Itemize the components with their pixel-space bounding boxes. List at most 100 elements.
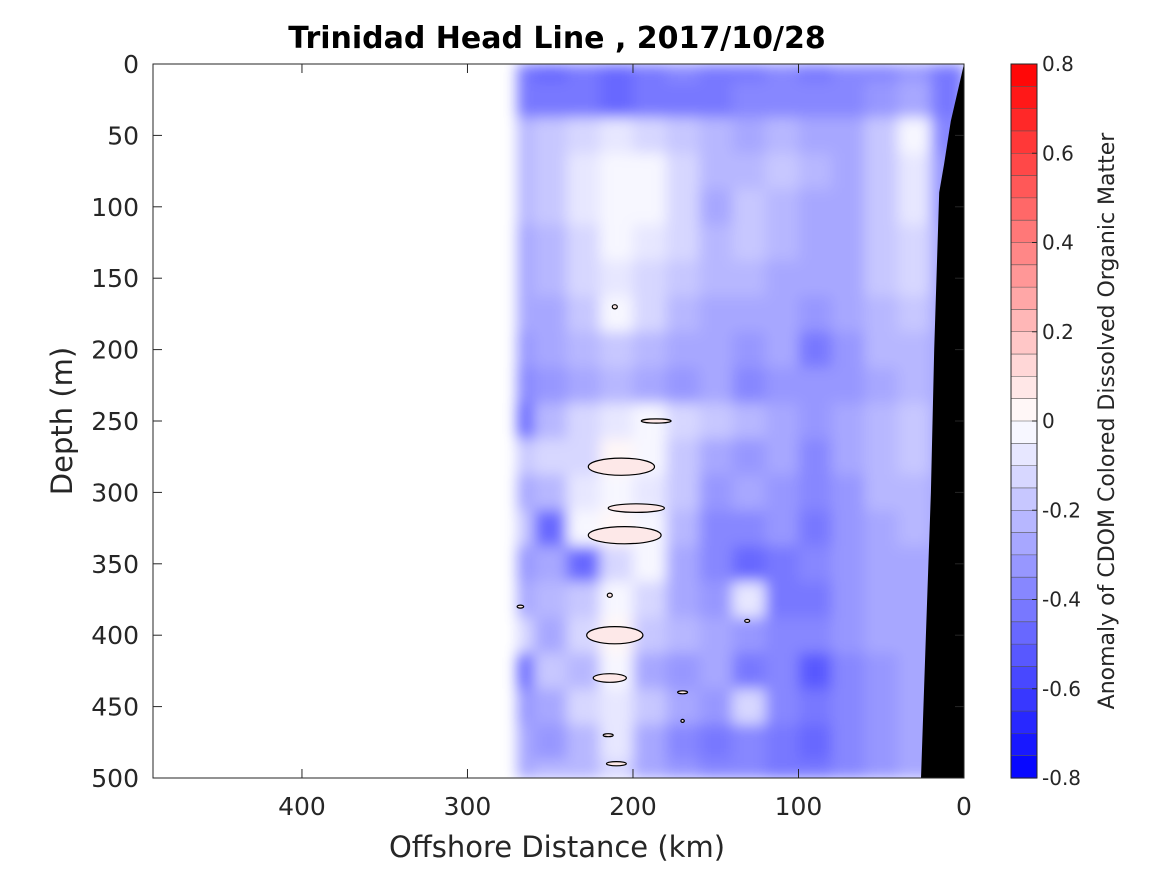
heatmap-cell (897, 546, 932, 583)
zero-contour-layer (516, 304, 751, 767)
heatmap-cell (765, 153, 800, 190)
colorbar-segment (1011, 733, 1037, 757)
heatmap-cell (517, 760, 535, 778)
heatmap-cell (566, 367, 601, 405)
x-tick-label: 300 (444, 792, 492, 821)
heatmap-cell (732, 617, 767, 655)
heatmap-cell (732, 546, 767, 583)
heatmap-cell (533, 724, 568, 762)
heatmap-cell (897, 153, 932, 190)
heatmap-cell (533, 260, 568, 298)
heatmap-cell (666, 331, 701, 369)
heatmap-cell (732, 260, 767, 298)
heatmap-cell (666, 760, 701, 778)
heatmap-cell (798, 688, 833, 726)
colorbar-segment (1011, 621, 1037, 645)
heatmap-cell (798, 260, 833, 298)
heatmap-cell (599, 117, 634, 155)
heatmap-cell (897, 331, 932, 369)
colorbar-label: Anomaly of CDOM Colored Dissolved Organi… (1095, 132, 1120, 710)
heatmap-cell (765, 64, 800, 83)
heatmap-cell (831, 546, 866, 583)
heatmap-cell (699, 331, 734, 369)
heatmap-cell (517, 81, 535, 119)
heatmap-cell (633, 260, 668, 298)
heatmap-cell (533, 81, 568, 119)
colorbar-segment (1011, 510, 1037, 534)
colorbar-segment (1011, 331, 1037, 355)
heatmap-cell (732, 510, 767, 547)
colorbar-segment (1011, 599, 1037, 623)
heatmap-cell (633, 760, 668, 778)
heatmap-cell (633, 224, 668, 262)
zero-contour (606, 592, 613, 598)
heatmap-cell (666, 724, 701, 762)
heatmap-cell (831, 64, 866, 83)
x-tick-label: 0 (956, 792, 972, 821)
heatmap-cell (517, 403, 535, 440)
colorbar-segment (1011, 421, 1037, 444)
zero-contour (602, 733, 614, 738)
heatmap-cell (517, 653, 535, 690)
heatmap-cell (566, 331, 601, 369)
heatmap-cell (798, 296, 833, 333)
y-tick-label: 500 (91, 764, 139, 793)
colorbar-segment (1011, 376, 1037, 400)
heatmap-cell (897, 81, 932, 119)
heatmap-cell (533, 438, 568, 476)
heatmap-cell (798, 474, 833, 512)
colorbar-segment (1011, 287, 1037, 311)
colorbar-segment (1011, 711, 1037, 734)
x-axis-label: Offshore Distance (km) (389, 830, 725, 864)
y-tick-label: 300 (91, 478, 139, 507)
heatmap-cell (798, 653, 833, 690)
heatmap-cell (533, 546, 568, 583)
heatmap-cell (864, 617, 899, 655)
heatmap-cell (533, 64, 568, 83)
heatmap-cell (798, 117, 833, 155)
heatmap-cell (599, 224, 634, 262)
heatmap-cell (732, 581, 767, 619)
heatmap-cell (517, 688, 535, 726)
heatmap-cell (566, 688, 601, 726)
heatmap-cell (864, 653, 899, 690)
heatmap-cell (864, 688, 899, 726)
colorbar-segment (1011, 755, 1037, 779)
heatmap-cell (566, 296, 601, 333)
heatmap-cell (533, 617, 568, 655)
heatmap-cell (699, 117, 734, 155)
heatmap-cell (517, 724, 535, 762)
heatmap-cell (533, 510, 568, 547)
heatmap-cell (864, 296, 899, 333)
heatmap-cell (599, 81, 634, 119)
heatmap-cell (831, 617, 866, 655)
heatmap-cell (831, 760, 866, 778)
heatmap-cell (732, 688, 767, 726)
heatmap-cell (765, 760, 800, 778)
heatmap-cell (517, 474, 535, 512)
y-tick-label: 0 (123, 50, 139, 79)
heatmap-cell (633, 653, 668, 690)
heatmap-cell (831, 403, 866, 440)
heatmap-cell (831, 296, 866, 333)
heatmap-cell (798, 64, 833, 83)
heatmap-cell (666, 510, 701, 547)
heatmap-cell (765, 224, 800, 262)
heatmap-cell (699, 296, 734, 333)
heatmap-cell (699, 188, 734, 226)
heatmap-cell (633, 367, 668, 405)
heatmap-cell (798, 760, 833, 778)
heatmap-cell (599, 688, 634, 726)
colorbar-segment (1011, 309, 1037, 333)
heatmap-cell (732, 724, 767, 762)
heatmap-cell (517, 64, 535, 83)
colorbar-tick-label: 0.6 (1042, 141, 1074, 165)
heatmap-cell (765, 81, 800, 119)
heatmap-cell (699, 474, 734, 512)
heatmap-cell (566, 510, 601, 547)
heatmap-cell (517, 617, 535, 655)
heatmap-cell (864, 117, 899, 155)
heatmap-cell (897, 64, 932, 83)
heatmap-cell (732, 331, 767, 369)
colorbar: 0.8 0.6 0.4 0.2 0 -0.2 -0.4 -0.6 -0.8 (1010, 52, 1081, 790)
